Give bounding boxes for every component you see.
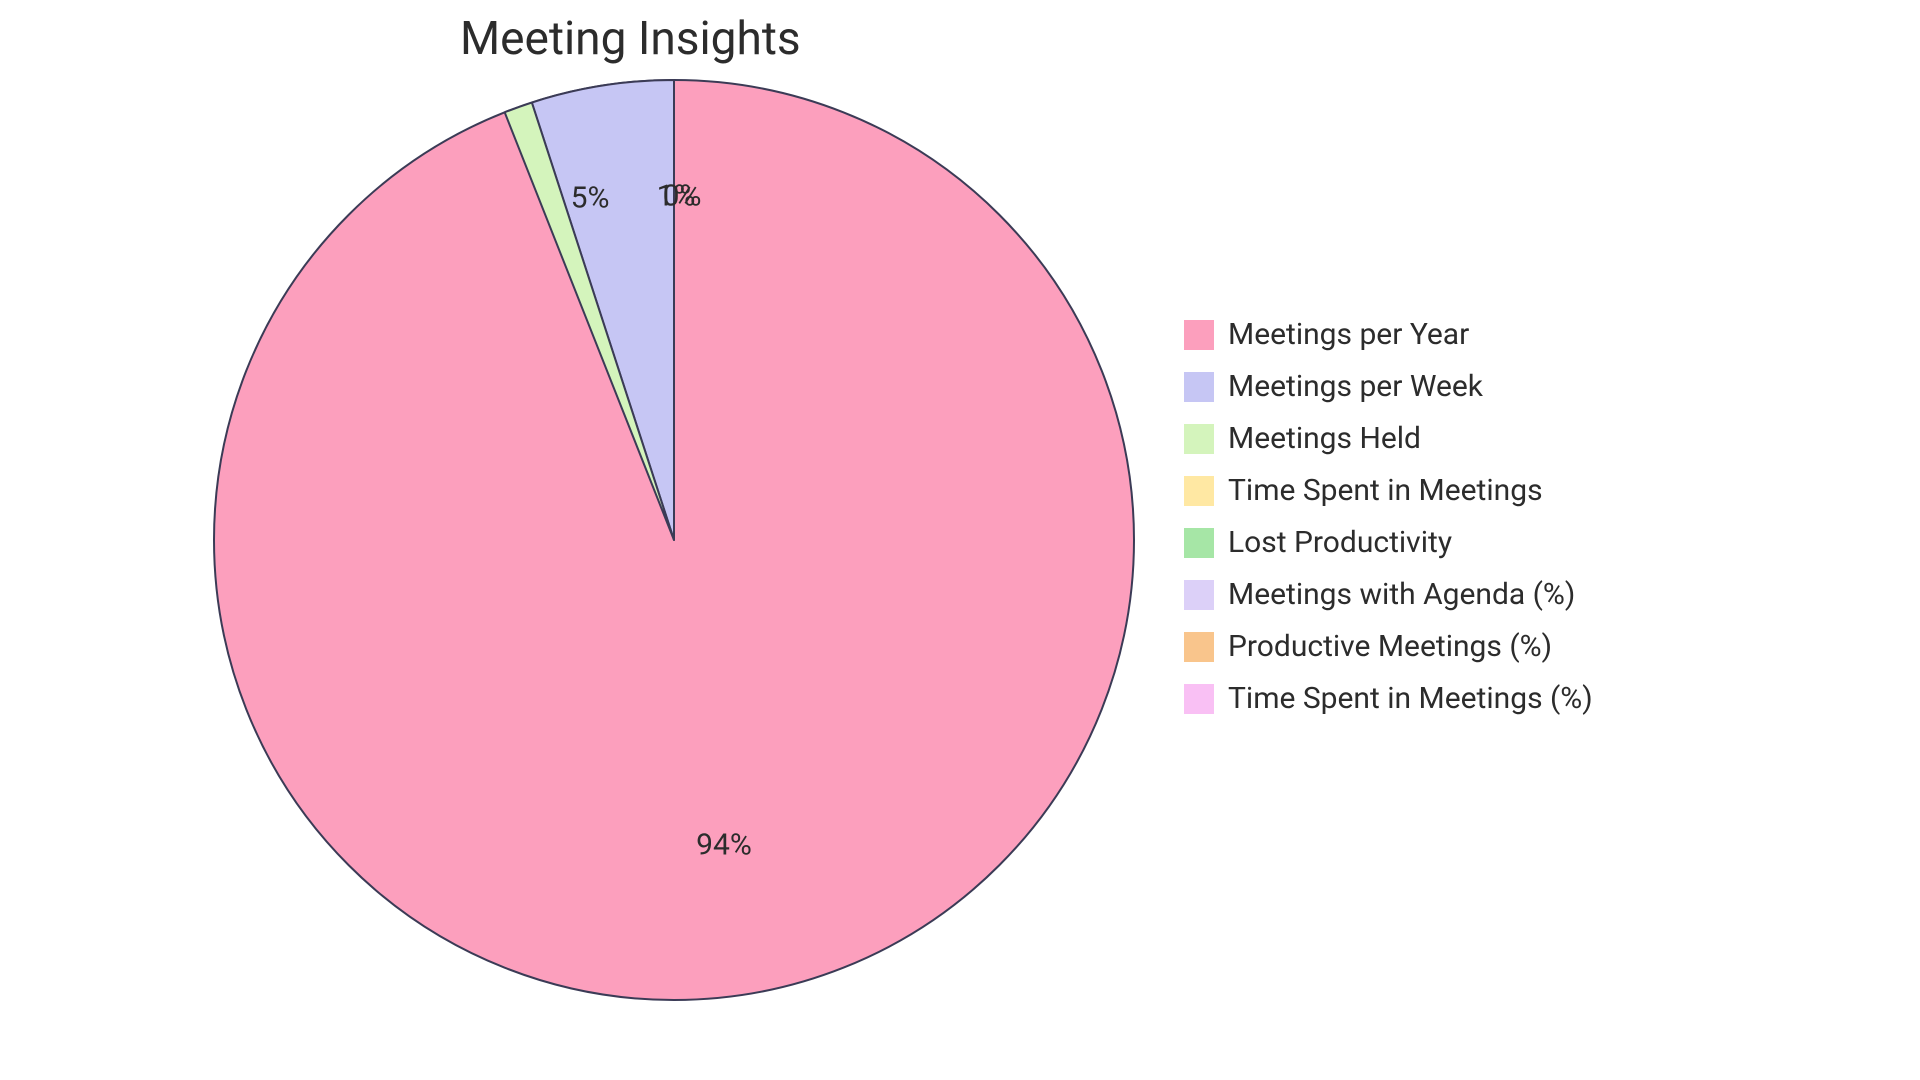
legend-label: Meetings with Agenda (%) bbox=[1228, 580, 1575, 610]
legend-item: Meetings per Week bbox=[1184, 372, 1593, 402]
legend-swatch bbox=[1184, 320, 1214, 350]
legend-swatch bbox=[1184, 684, 1214, 714]
legend-label: Lost Productivity bbox=[1228, 528, 1452, 558]
slice-pct-label: 5% bbox=[571, 181, 610, 216]
legend-label: Productive Meetings (%) bbox=[1228, 632, 1552, 662]
chart-title: Meeting Insights bbox=[460, 12, 801, 66]
legend-item: Productive Meetings (%) bbox=[1184, 632, 1593, 662]
legend-swatch bbox=[1184, 580, 1214, 610]
legend-item: Meetings with Agenda (%) bbox=[1184, 580, 1593, 610]
legend-item: Meetings per Year bbox=[1184, 320, 1593, 350]
legend-label: Meetings Held bbox=[1228, 424, 1421, 454]
legend-item: Time Spent in Meetings (%) bbox=[1184, 684, 1593, 714]
chart-container: Meeting Insights 94%5%1%0% Meetings per … bbox=[0, 0, 1920, 1080]
legend-swatch bbox=[1184, 372, 1214, 402]
legend-label: Meetings per Year bbox=[1228, 320, 1469, 350]
legend: Meetings per Year Meetings per Week Meetin… bbox=[1184, 320, 1593, 714]
legend-item: Time Spent in Meetings bbox=[1184, 476, 1593, 506]
legend-label: Meetings per Week bbox=[1228, 372, 1483, 402]
legend-label: Time Spent in Meetings (%) bbox=[1228, 684, 1593, 714]
legend-swatch bbox=[1184, 476, 1214, 506]
pie-chart bbox=[212, 78, 1136, 1006]
legend-swatch bbox=[1184, 424, 1214, 454]
legend-swatch bbox=[1184, 528, 1214, 558]
slice-pct-label: 0% bbox=[663, 179, 702, 214]
legend-label: Time Spent in Meetings bbox=[1228, 476, 1543, 506]
legend-item: Lost Productivity bbox=[1184, 528, 1593, 558]
legend-swatch bbox=[1184, 632, 1214, 662]
legend-item: Meetings Held bbox=[1184, 424, 1593, 454]
slice-pct-label: 94% bbox=[696, 828, 752, 863]
pie-svg bbox=[212, 78, 1136, 1002]
